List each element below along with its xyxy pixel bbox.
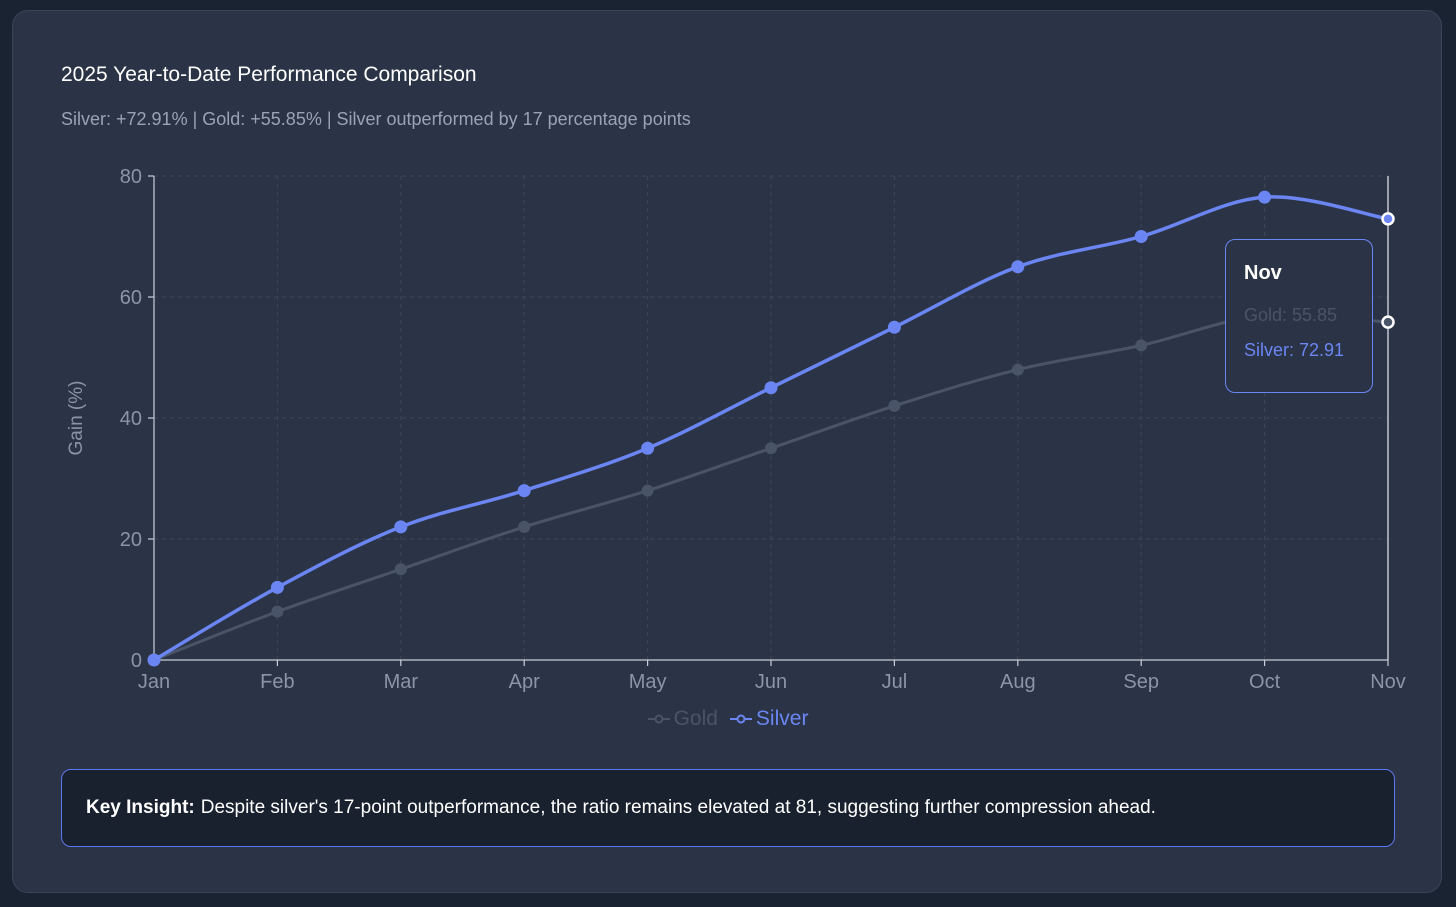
chart-axes <box>148 175 1389 666</box>
data-point-silver[interactable] <box>764 381 778 395</box>
data-point-gold[interactable] <box>271 605 284 618</box>
insight-label: Key Insight: <box>86 797 195 818</box>
key-insight-box: Key Insight: Despite silver's 17-point o… <box>61 769 1395 847</box>
chart-legend: Gold Silver <box>13 707 1443 731</box>
x-tick-label: Nov <box>1370 671 1406 693</box>
insight-text: Despite silver's 17-point outperformance… <box>200 797 1156 818</box>
data-point-silver[interactable] <box>887 320 901 334</box>
chart-title: 2025 Year-to-Date Performance Comparison <box>61 63 477 86</box>
data-point-silver[interactable] <box>270 580 284 594</box>
data-point-silver[interactable] <box>641 441 655 455</box>
legend-silver-marker-icon <box>729 714 752 724</box>
chart-labels: 0 20 40 60 80 Jan Feb Mar Apr May Jun Jul Aug Sep Oct N… <box>66 166 1406 693</box>
x-tick-label: May <box>629 671 667 693</box>
tooltip-title: Nov <box>1244 262 1282 284</box>
chart-grid <box>153 175 1389 661</box>
active-point-gold[interactable] <box>1381 315 1395 329</box>
data-point-silver[interactable] <box>1134 230 1148 243</box>
x-tick-label: Jul <box>882 671 908 693</box>
chart-subtitle: Silver: +72.91% | Gold: +55.85% | Silver… <box>61 109 691 129</box>
y-tick-label: 60 <box>120 287 142 309</box>
hover-tooltip: Nov Gold: 55.85 Silver: 72.91 <box>1225 239 1373 393</box>
legend-label-gold: Gold <box>673 707 718 730</box>
data-point-gold[interactable] <box>1011 363 1024 376</box>
chart-card: 2025 Year-to-Date Performance Comparison… <box>12 10 1442 893</box>
y-tick-label: 0 <box>131 650 142 672</box>
x-tick-label: Apr <box>509 671 540 693</box>
y-tick-label: 80 <box>120 166 142 188</box>
data-point-gold[interactable] <box>1135 339 1148 352</box>
tooltip-silver-value: Silver: 72.91 <box>1244 340 1345 360</box>
legend-item-gold[interactable]: Gold <box>647 707 718 731</box>
y-axis-title: Gain (%) <box>66 381 87 456</box>
data-point-silver[interactable] <box>1011 260 1025 274</box>
data-point-gold[interactable] <box>641 484 654 497</box>
data-point-gold[interactable] <box>888 399 901 412</box>
x-tick-label: Feb <box>260 671 294 693</box>
legend-item-silver[interactable]: Silver <box>729 707 809 731</box>
x-tick-label: Jan <box>138 671 170 693</box>
data-point-silver[interactable] <box>1258 190 1272 204</box>
x-tick-label: Sep <box>1123 671 1159 693</box>
legend-label-silver: Silver <box>755 707 809 730</box>
x-tick-label: Oct <box>1249 671 1281 693</box>
data-point-gold[interactable] <box>394 563 407 576</box>
x-tick-label: Aug <box>1000 671 1036 693</box>
legend-gold-marker-icon <box>647 714 670 724</box>
tooltip-gold-value: Gold: 55.85 <box>1244 305 1338 325</box>
data-point-silver[interactable] <box>517 484 531 498</box>
active-point-silver[interactable] <box>1381 212 1395 226</box>
line-chart[interactable]: 0 20 40 60 80 Jan Feb Mar Apr May Jun Jul Aug Sep Oct N… <box>13 11 1443 711</box>
data-point-silver[interactable] <box>147 653 161 667</box>
data-point-gold[interactable] <box>765 442 777 455</box>
x-tick-label: Jun <box>755 671 787 693</box>
y-tick-label: 20 <box>120 529 142 551</box>
data-point-gold[interactable] <box>518 520 531 533</box>
chart-series[interactable] <box>147 190 1395 667</box>
x-tick-label: Mar <box>384 671 419 693</box>
data-point-silver[interactable] <box>394 520 408 534</box>
y-tick-label: 40 <box>120 408 142 430</box>
